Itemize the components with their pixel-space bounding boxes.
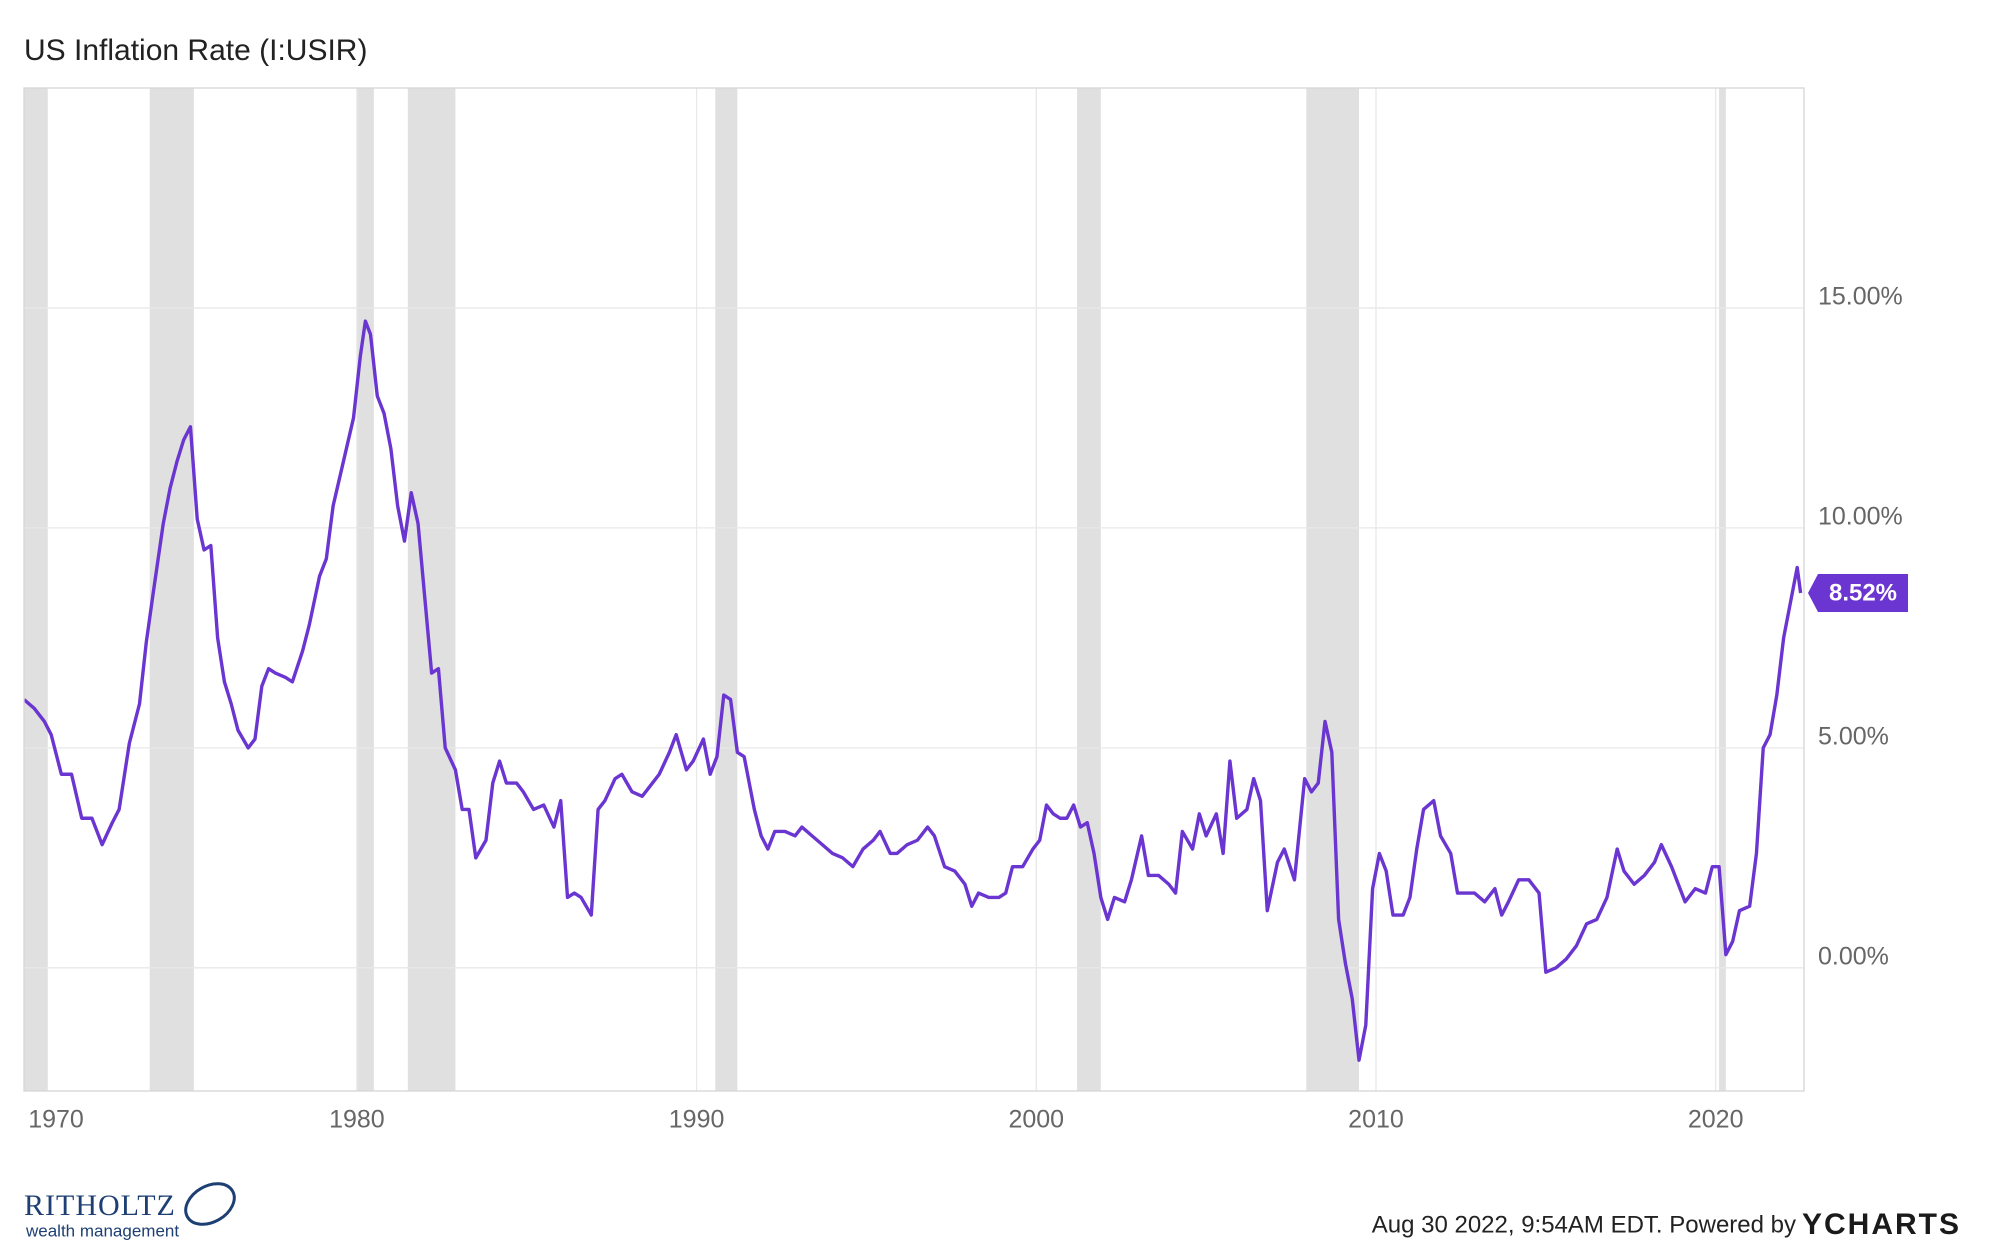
y-tick-label: 0.00% [1818,942,1889,970]
recession-band [407,88,456,1091]
x-tick-label: 1980 [329,1106,385,1134]
x-tick-label: 1970 [28,1106,84,1134]
y-tick-label: 10.00% [1818,503,1903,531]
plot-clip [24,88,1804,1091]
data-line [24,319,1803,1062]
recession-band [24,88,48,1091]
timestamp: Aug 30 2022, 9:54AM EDT. Powered by [1372,1211,1796,1238]
x-tick-label: 2000 [1008,1106,1064,1134]
y-tick-label: 5.00% [1818,722,1889,750]
brand-subtitle: wealth management [25,1221,179,1240]
y-tick-label: 15.00% [1818,283,1903,311]
recession-band [1077,88,1101,1091]
x-tick-label: 2020 [1688,1106,1744,1134]
recession-band [149,88,194,1091]
last-value-badge [1808,574,1908,613]
recession-band [1306,88,1359,1091]
recession-band [356,88,374,1091]
recession-band [1719,88,1726,1091]
last-value-label: 8.52% [1829,579,1897,606]
provider-logo: YCHARTS [1802,1208,1961,1241]
plot-area: 0.00% 5.00% 10.00% 15.00% 1970 1980 1990 2000 20… [23,87,1908,1134]
recession-band [715,88,738,1091]
brand-icon [184,1182,236,1226]
x-tick-label: 2010 [1348,1106,1404,1134]
x-tick-label: 1990 [669,1106,725,1134]
chart-title: US Inflation Rate (I:USIR) [24,34,367,67]
plot-border [23,87,1805,1092]
brand-logo: RITHOLTZ [24,1189,176,1222]
